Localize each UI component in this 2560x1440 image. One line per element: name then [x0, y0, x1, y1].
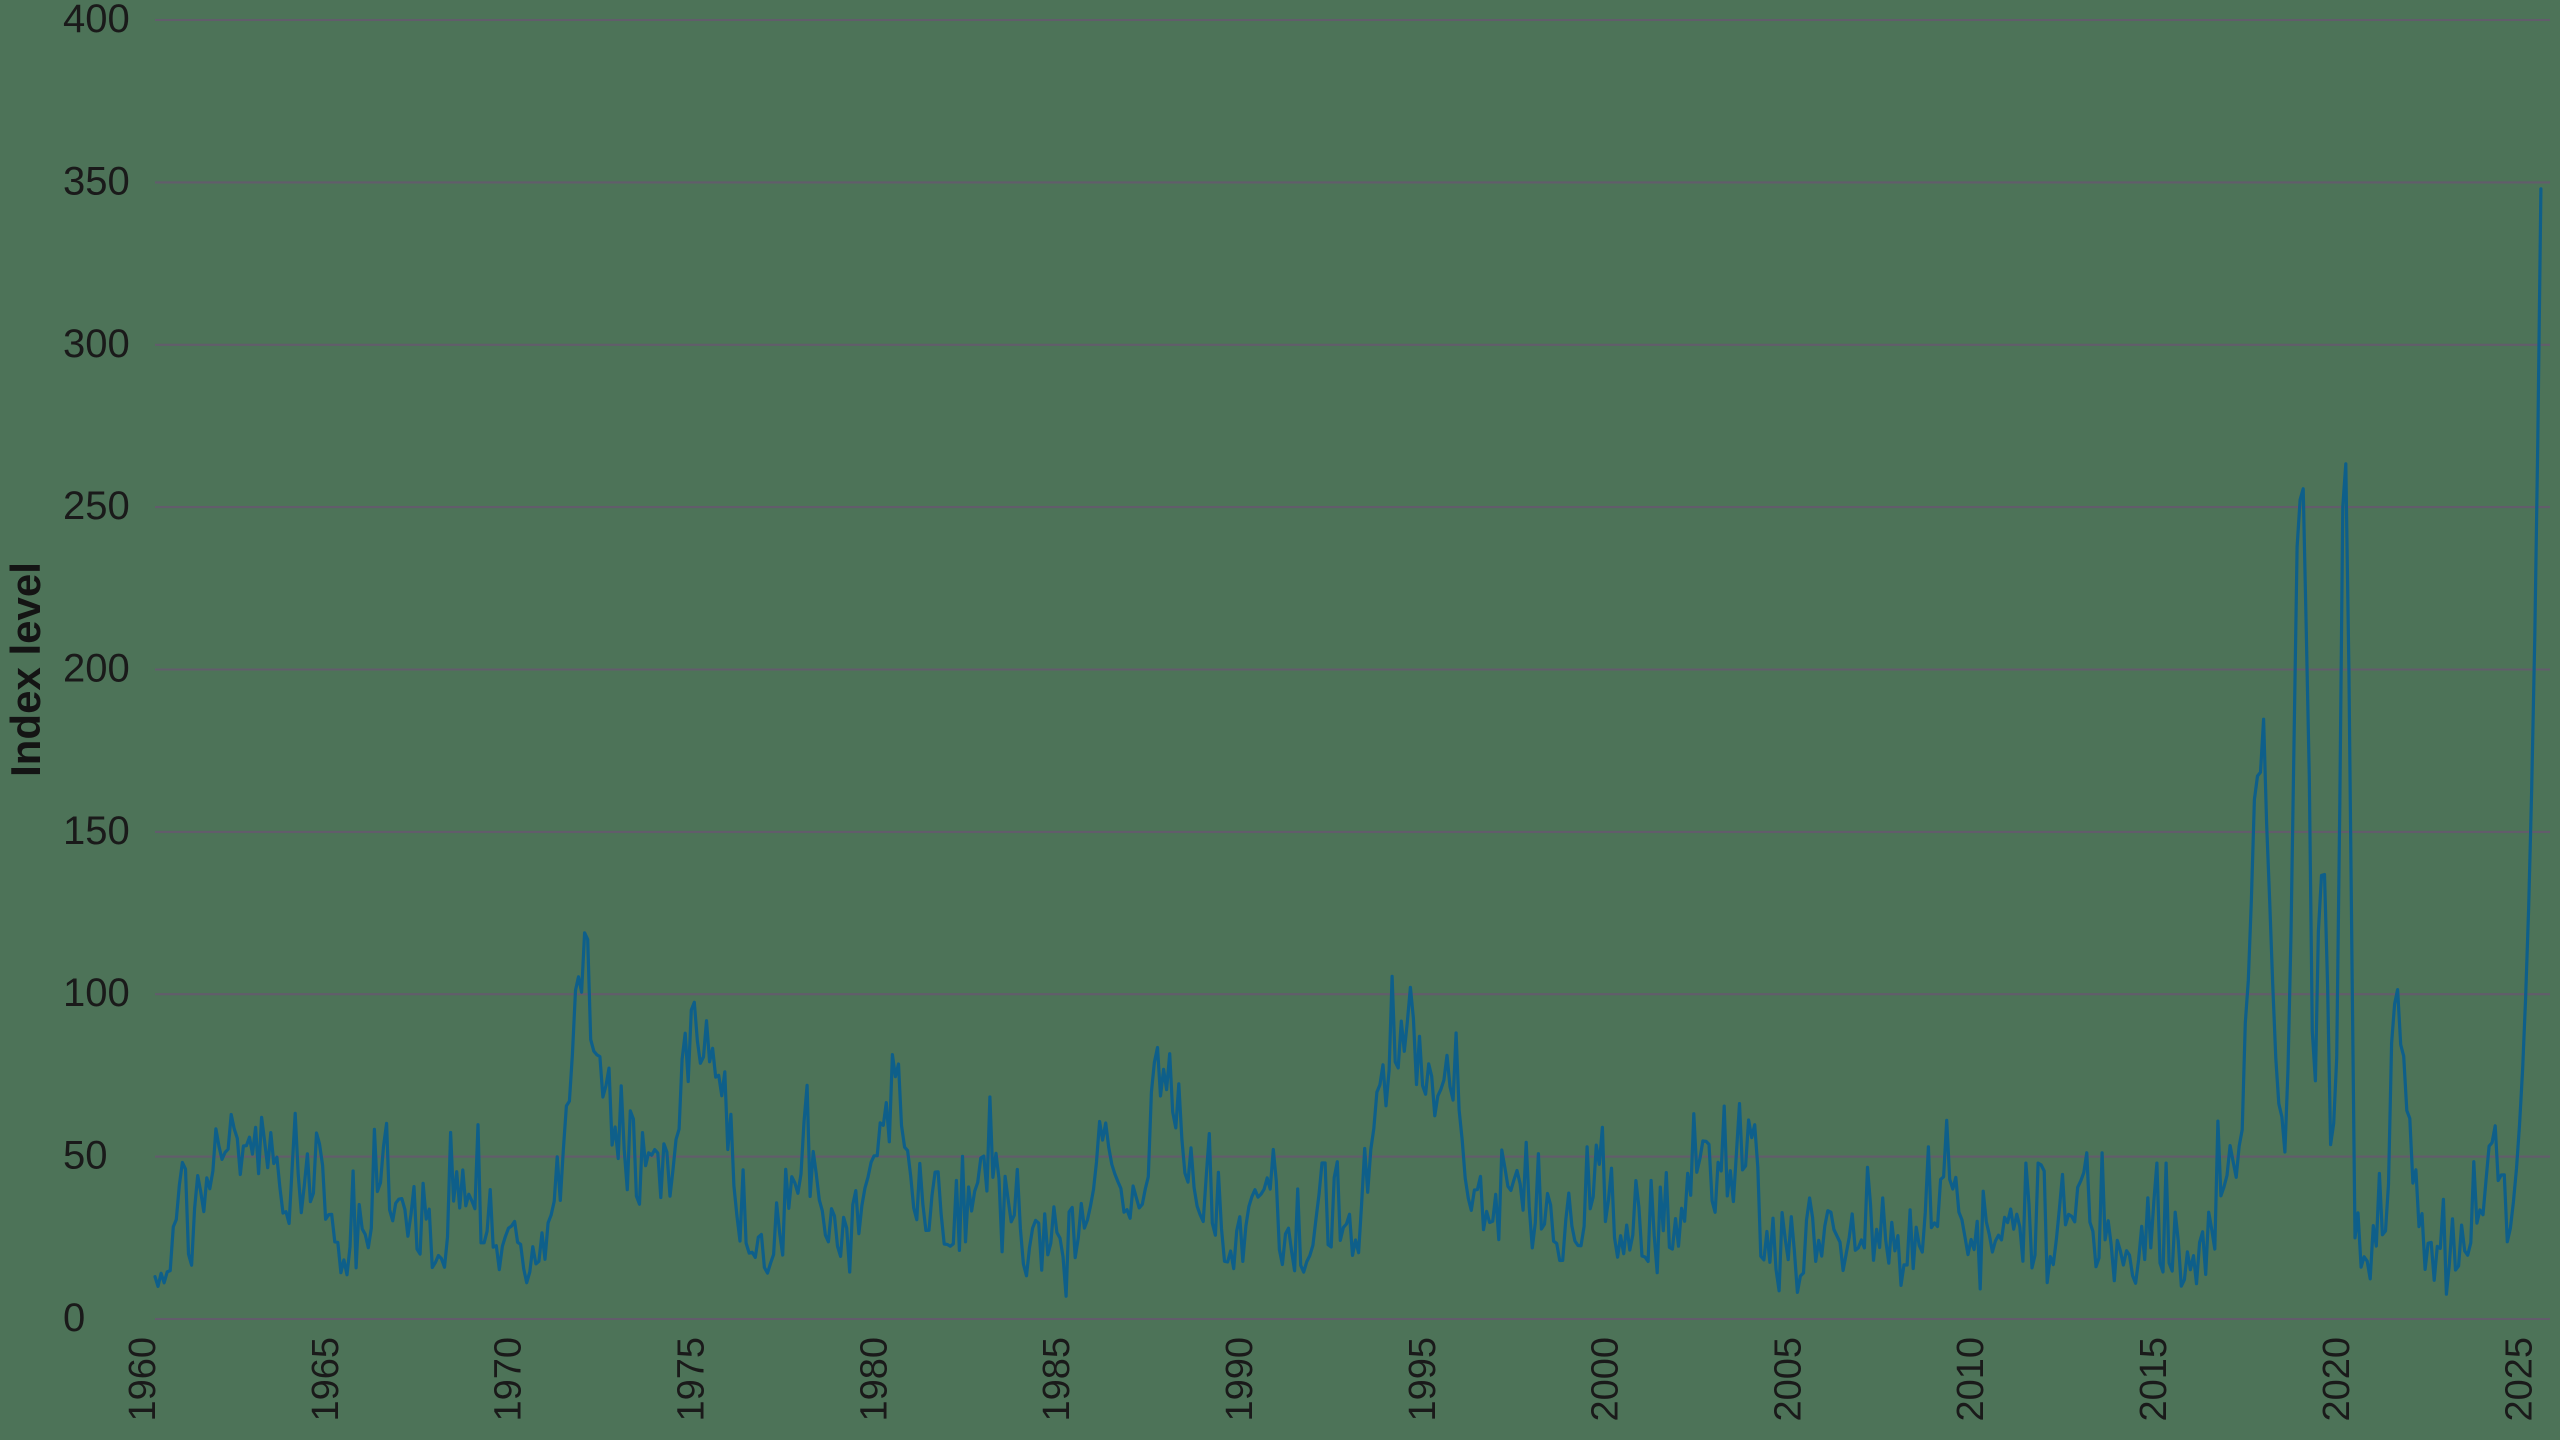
svg-text:2015: 2015 — [2133, 1337, 2175, 1422]
svg-text:250: 250 — [63, 484, 130, 528]
svg-text:1990: 1990 — [1219, 1337, 1261, 1422]
svg-text:0: 0 — [63, 1296, 85, 1340]
svg-text:200: 200 — [63, 647, 130, 691]
svg-text:1965: 1965 — [305, 1337, 347, 1422]
svg-text:1960: 1960 — [122, 1337, 164, 1422]
svg-text:100: 100 — [63, 971, 130, 1015]
svg-text:1995: 1995 — [1402, 1337, 1444, 1422]
svg-text:2010: 2010 — [1950, 1337, 1992, 1422]
svg-text:2000: 2000 — [1585, 1337, 1627, 1422]
svg-text:400: 400 — [63, 0, 130, 41]
svg-text:2025: 2025 — [2499, 1337, 2541, 1422]
svg-text:2020: 2020 — [2316, 1337, 2358, 1422]
svg-text:1975: 1975 — [671, 1337, 713, 1422]
svg-text:300: 300 — [63, 322, 130, 366]
svg-text:1985: 1985 — [1036, 1337, 1078, 1422]
svg-text:1970: 1970 — [488, 1337, 530, 1422]
svg-text:150: 150 — [63, 809, 130, 853]
svg-text:Index level: Index level — [2, 562, 49, 777]
svg-text:1980: 1980 — [853, 1337, 895, 1422]
svg-text:50: 50 — [63, 1134, 108, 1178]
svg-text:350: 350 — [63, 159, 130, 203]
svg-text:2005: 2005 — [1767, 1337, 1809, 1422]
